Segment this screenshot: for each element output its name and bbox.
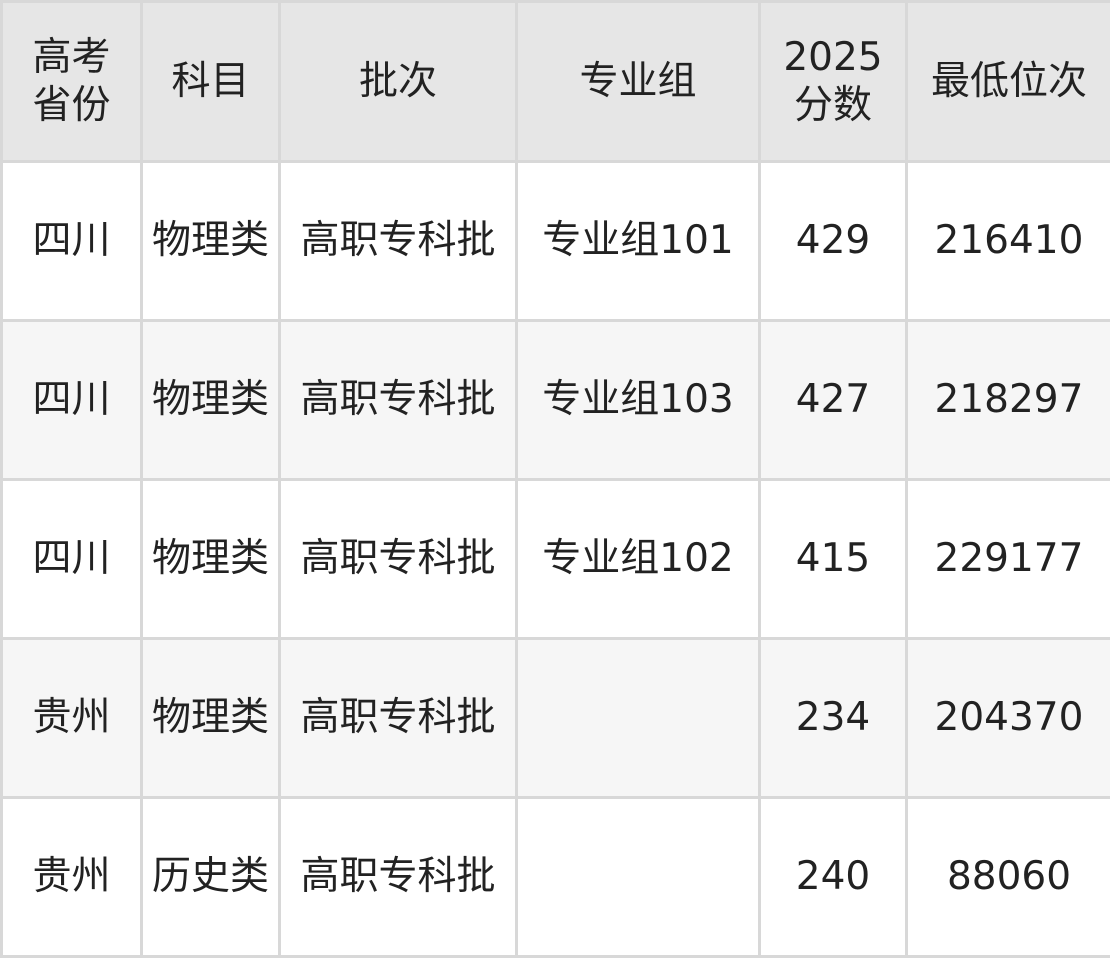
cell-subject: 物理类 (142, 162, 280, 321)
header-major-group: 专业组 (517, 2, 760, 162)
header-batch: 批次 (280, 2, 517, 162)
cell-score: 415 (760, 480, 907, 639)
cell-subject: 物理类 (142, 480, 280, 639)
cell-batch: 高职专科批 (280, 162, 517, 321)
cell-subject: 历史类 (142, 798, 280, 957)
cell-major-group: 专业组102 (517, 480, 760, 639)
header-province: 高考省份 (2, 2, 142, 162)
cell-batch: 高职专科批 (280, 321, 517, 480)
header-subject: 科目 (142, 2, 280, 162)
cell-major-group (517, 798, 760, 957)
cell-province: 贵州 (2, 639, 142, 798)
cell-batch: 高职专科批 (280, 480, 517, 639)
cell-score: 427 (760, 321, 907, 480)
table-header-row: 高考省份 科目 批次 专业组 2025分数 最低位次 (2, 2, 1110, 162)
cell-batch: 高职专科批 (280, 798, 517, 957)
cell-min-rank: 218297 (907, 321, 1110, 480)
cell-province: 贵州 (2, 798, 142, 957)
cell-major-group (517, 639, 760, 798)
cell-major-group: 专业组103 (517, 321, 760, 480)
cell-score: 429 (760, 162, 907, 321)
cell-min-rank: 204370 (907, 639, 1110, 798)
cell-min-rank: 229177 (907, 480, 1110, 639)
cell-major-group: 专业组101 (517, 162, 760, 321)
cell-subject: 物理类 (142, 639, 280, 798)
cell-subject: 物理类 (142, 321, 280, 480)
cell-province: 四川 (2, 480, 142, 639)
cell-province: 四川 (2, 162, 142, 321)
cell-min-rank: 88060 (907, 798, 1110, 957)
cell-min-rank: 216410 (907, 162, 1110, 321)
cell-province: 四川 (2, 321, 142, 480)
cell-batch: 高职专科批 (280, 639, 517, 798)
header-min-rank: 最低位次 (907, 2, 1110, 162)
header-score: 2025分数 (760, 2, 907, 162)
cell-score: 234 (760, 639, 907, 798)
cell-score: 240 (760, 798, 907, 957)
